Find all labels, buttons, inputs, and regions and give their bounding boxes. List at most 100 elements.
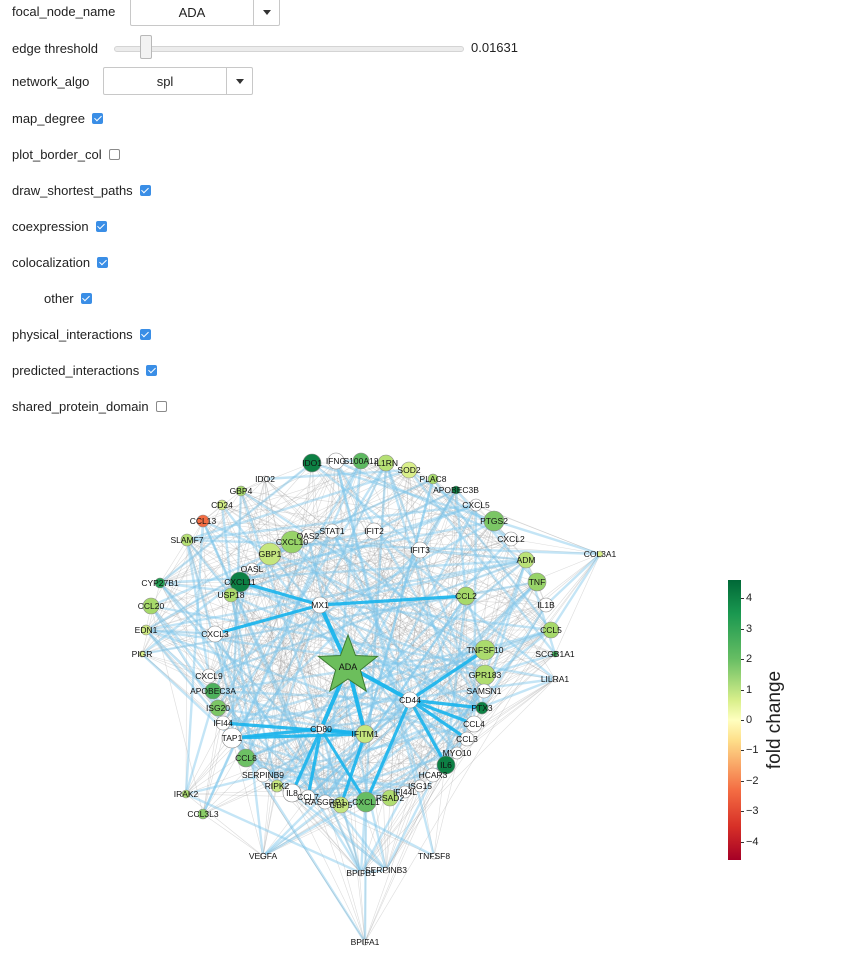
node-lilra1[interactable]	[551, 675, 559, 683]
node-ccl2[interactable]	[456, 586, 476, 606]
node-ccl3[interactable]	[459, 731, 475, 747]
checkbox-box[interactable]	[97, 256, 109, 268]
node-col3a1[interactable]	[596, 550, 604, 558]
node-stat1[interactable]	[324, 523, 340, 539]
node-ifng[interactable]	[327, 452, 345, 470]
node-cd24[interactable]	[216, 499, 228, 511]
node-tap1[interactable]	[221, 727, 243, 749]
node-ido2[interactable]	[261, 475, 269, 483]
node-hcar3[interactable]	[425, 767, 441, 783]
node-apobec3b[interactable]	[451, 485, 461, 495]
node-ccl7[interactable]	[300, 789, 316, 805]
node-cd44[interactable]	[401, 691, 419, 709]
node-cxcl5[interactable]	[469, 498, 483, 512]
node-slamf7[interactable]	[180, 533, 194, 547]
node-gbp1[interactable]	[258, 542, 282, 566]
network-algo-dropdown[interactable]: spl	[103, 67, 253, 95]
checkbox-box[interactable]	[155, 400, 167, 412]
node-cxcl9[interactable]	[201, 668, 217, 684]
edge-threshold-track[interactable]	[114, 46, 464, 52]
node-tnfsf8[interactable]	[430, 852, 438, 860]
checkbox-draw-shortest-paths[interactable]: draw_shortest_paths	[12, 177, 151, 203]
node-sod2[interactable]	[400, 461, 418, 479]
node-myo10[interactable]	[450, 746, 464, 760]
checkbox-predicted-interactions[interactable]: predicted_interactions	[12, 357, 158, 383]
node-serpinb9[interactable]	[255, 767, 271, 783]
node-ifitm1[interactable]	[355, 724, 375, 744]
node-usp18[interactable]	[223, 587, 239, 603]
node-scgb1a1[interactable]	[551, 650, 559, 658]
checkbox-shared-protein-domain[interactable]: shared_protein_domain	[12, 393, 167, 419]
node-cxcl3[interactable]	[206, 625, 224, 643]
checkbox-box[interactable]	[95, 220, 107, 232]
node-ido1[interactable]	[302, 453, 322, 473]
node-ccl13[interactable]	[196, 514, 210, 528]
node-il1b[interactable]	[538, 597, 554, 613]
node-cxcl10[interactable]	[280, 530, 304, 554]
checkbox-colocalization[interactable]: colocalization	[12, 249, 109, 275]
node-samsn1[interactable]	[476, 683, 492, 699]
node-apobec3a[interactable]	[204, 682, 222, 700]
edge-threshold-thumb[interactable]	[140, 35, 152, 59]
checkbox-box[interactable]	[139, 328, 151, 340]
focal-node-star[interactable]	[317, 633, 379, 693]
focal-node-caret[interactable]	[253, 0, 279, 25]
node-edn1[interactable]	[140, 624, 152, 636]
node-il8[interactable]	[282, 783, 302, 803]
network-algo-caret[interactable]	[226, 68, 252, 94]
checkbox-box[interactable]	[108, 148, 120, 160]
node-ifi44[interactable]	[215, 715, 231, 731]
checkbox-other[interactable]: other	[44, 285, 92, 311]
node-plac8[interactable]	[427, 473, 439, 485]
checkbox-box[interactable]	[92, 112, 103, 124]
colorbar-tick: 0	[740, 714, 753, 726]
node-cxcl1[interactable]	[355, 791, 377, 813]
node-oasl[interactable]	[245, 562, 259, 576]
node-adm[interactable]	[517, 551, 535, 569]
node-cxcl2[interactable]	[503, 531, 519, 547]
node-ptgs2[interactable]	[483, 510, 505, 532]
node-irak2[interactable]	[181, 789, 191, 799]
node-tnf[interactable]	[527, 572, 547, 592]
node-ccl5[interactable]	[542, 621, 560, 639]
node-isg20[interactable]	[209, 699, 227, 717]
node-ccl3l3[interactable]	[197, 808, 209, 820]
node-cyp27b1[interactable]	[154, 577, 166, 589]
node-ifit2[interactable]	[365, 522, 383, 540]
node-il6[interactable]	[436, 755, 456, 775]
node-cxcl11[interactable]	[229, 571, 251, 593]
node-gbp5[interactable]	[332, 796, 350, 814]
checkbox-plot-border-col[interactable]: plot_border_col	[12, 141, 120, 167]
checkbox-coexpression[interactable]: coexpression	[12, 213, 107, 239]
node-ccl20[interactable]	[142, 597, 160, 615]
node-ripk2[interactable]	[270, 779, 284, 793]
checkbox-box[interactable]	[80, 292, 92, 304]
node-isg15[interactable]	[413, 779, 427, 793]
node-mx1[interactable]	[311, 596, 329, 614]
checkbox-box[interactable]	[139, 184, 151, 196]
node-bpifa1[interactable]	[361, 938, 369, 946]
focal-node-dropdown[interactable]: ADA	[130, 0, 280, 26]
node-rasgrp1[interactable]	[317, 794, 333, 810]
node-vegfa[interactable]	[259, 852, 267, 860]
node-ccl8[interactable]	[236, 748, 256, 768]
node-rsad2[interactable]	[381, 789, 399, 807]
node-cd80[interactable]	[315, 723, 327, 735]
node-s100a12[interactable]	[352, 452, 370, 470]
node-ifi44l[interactable]	[398, 785, 412, 799]
checkbox-physical-interactions[interactable]: physical_interactions	[12, 321, 151, 347]
network-edge-blue	[201, 519, 363, 875]
node-gbp4[interactable]	[235, 485, 247, 497]
node-il1rn[interactable]	[377, 454, 395, 472]
node-ccl4[interactable]	[465, 715, 483, 733]
checkbox-map-degree[interactable]: map_degree	[12, 105, 103, 131]
node-ifit3[interactable]	[411, 541, 429, 559]
node-pigr[interactable]	[138, 650, 146, 658]
node-serpinb3[interactable]	[382, 866, 390, 874]
network-edge	[409, 520, 495, 701]
checkbox-box[interactable]	[146, 364, 158, 376]
node-tnfsf10[interactable]	[474, 639, 496, 661]
node-bpifb1[interactable]	[357, 869, 365, 877]
node-ptx3[interactable]	[475, 701, 489, 715]
